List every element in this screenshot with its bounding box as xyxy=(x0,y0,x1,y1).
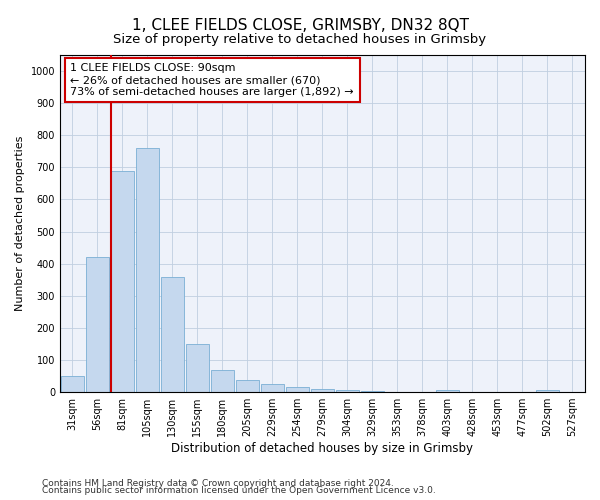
Bar xyxy=(236,380,259,392)
Text: 1 CLEE FIELDS CLOSE: 90sqm
← 26% of detached houses are smaller (670)
73% of sem: 1 CLEE FIELDS CLOSE: 90sqm ← 26% of deta… xyxy=(70,64,354,96)
Bar xyxy=(336,390,359,392)
Bar xyxy=(286,386,309,392)
Bar xyxy=(136,148,158,392)
Bar xyxy=(186,344,209,392)
Text: Size of property relative to detached houses in Grimsby: Size of property relative to detached ho… xyxy=(113,32,487,46)
Bar xyxy=(261,384,284,392)
Bar xyxy=(111,170,134,392)
Bar xyxy=(211,370,233,392)
Bar xyxy=(86,257,109,392)
X-axis label: Distribution of detached houses by size in Grimsby: Distribution of detached houses by size … xyxy=(172,442,473,455)
Bar xyxy=(311,389,334,392)
Text: Contains HM Land Registry data © Crown copyright and database right 2024.: Contains HM Land Registry data © Crown c… xyxy=(42,478,394,488)
Text: 1, CLEE FIELDS CLOSE, GRIMSBY, DN32 8QT: 1, CLEE FIELDS CLOSE, GRIMSBY, DN32 8QT xyxy=(131,18,469,32)
Y-axis label: Number of detached properties: Number of detached properties xyxy=(15,136,25,311)
Text: Contains public sector information licensed under the Open Government Licence v3: Contains public sector information licen… xyxy=(42,486,436,495)
Bar xyxy=(161,276,184,392)
Bar xyxy=(536,390,559,392)
Bar xyxy=(61,376,83,392)
Bar xyxy=(436,390,459,392)
